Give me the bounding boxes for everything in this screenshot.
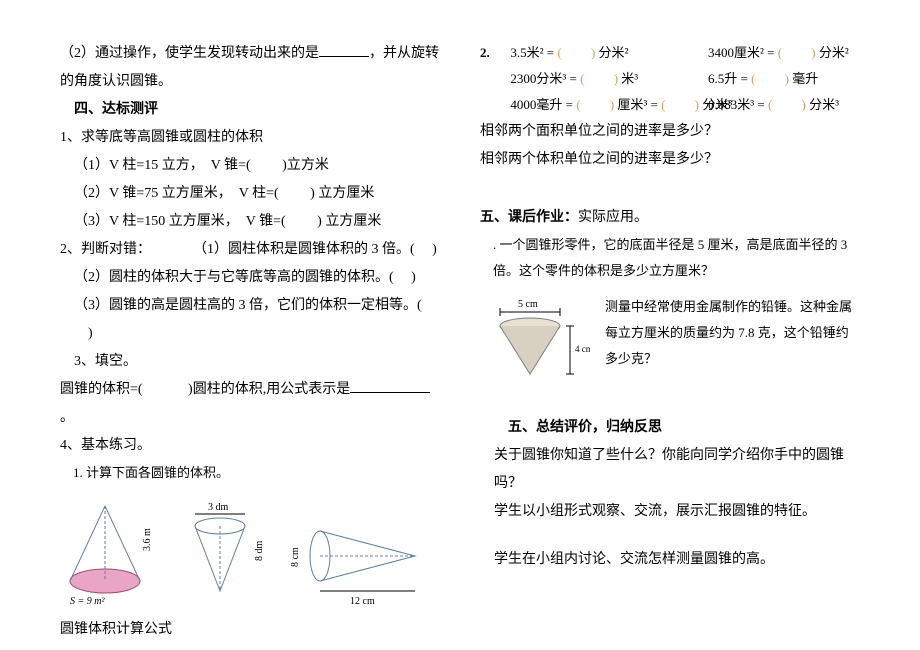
heading-sub: 实际应用。: [578, 210, 648, 225]
conv-cell: 3.5米² = ( ) 分米²: [510, 40, 708, 66]
q3-title: 3、填空。: [60, 348, 440, 376]
word-problem-2: 5 cm 4 cm 测量中经常使用金属制作的铅锤。这种金属每立方厘米的质量约为 …: [480, 294, 860, 384]
q1-title: 1、求等底等高圆锥或圆柱的体积: [60, 124, 440, 152]
cone3-d-label: 12 cm: [350, 596, 375, 606]
blank-fill: [319, 42, 369, 57]
conv-cell: 3400厘米² = ( ) 分米²: [708, 40, 860, 66]
cone1-h-label: 3.6 m: [142, 528, 153, 551]
word-problem-1: . 一个圆锥形零件，它的底面半径是 5 厘米，高是底面半径的 3 倍。这个零件的…: [480, 232, 860, 284]
conv-cell: 4000毫升 = ( ) 厘米³ = ( ) 分米³: [510, 92, 708, 118]
unit-conversions: 2. 3.5米² = ( ) 分米² 3400厘米² = ( ) 分米² 230…: [480, 40, 860, 118]
q2-item-3: （3）圆锥的高是圆柱高的 3 倍，它们的体积一定相等。( ): [60, 292, 440, 348]
conv-cell: 6.5升 = ( ) 毫升: [708, 66, 860, 92]
heading-section-4: 四、达标测评: [60, 96, 440, 124]
reflect-3: 学生在小组内讨论、交流怎样测量圆锥的高。: [480, 546, 860, 574]
cone-figures-row: 3.6 m S = 9 m² 3 dm 8 dm 8 cm 12 cm: [60, 496, 440, 606]
text: 。: [60, 410, 74, 425]
q4-subtitle: 1. 计算下面各圆锥的体积。: [60, 460, 440, 486]
cone2-h-label: 8 dm: [254, 541, 265, 562]
left-column: （2）通过操作，使学生发现转动出来的是，并从旋转的角度认识圆锥。 四、达标测评 …: [60, 40, 440, 610]
cone1-base-label: S = 9 m²: [70, 596, 105, 606]
text: 圆锥的体积=( )圆柱的体积,用公式表示是: [60, 382, 350, 397]
heading-section-5b: 五、总结评价，归纳反思: [480, 414, 860, 442]
q2-row: 2、判断对错： （1）圆柱体积是圆锥体积的 3 倍。( ): [60, 236, 440, 264]
q2-item-1: （1）圆柱体积是圆锥体积的 3 倍。( ): [200, 242, 437, 257]
q1-item-2: （2）V 锥=75 立方厘米， V 柱=( ) 立方厘米: [60, 180, 440, 208]
word-problem-2-text: 测量中经常使用金属制作的铅锤。这种金属每立方厘米的质量约为 7.8 克，这个铅锤…: [605, 294, 860, 384]
q4-title: 4、基本练习。: [60, 432, 440, 460]
heading-text: 五、课后作业：: [480, 210, 578, 225]
reflect-1: 关于圆锥你知道了些什么？你能向同学介绍你手中的圆锥吗？: [480, 442, 860, 498]
adjacent-volume-rate: 相邻两个体积单位之间的进率是多少？: [480, 146, 860, 174]
text: （2）通过操作，使学生发现转动出来的是: [60, 46, 319, 61]
q1-item-1: （1）V 柱=15 立方， V 锥=( )立方米: [60, 152, 440, 180]
cone-figure-1: 3.6 m S = 9 m²: [60, 496, 160, 606]
heading-section-5a: 五、课后作业：实际应用。: [480, 204, 860, 232]
cone2-d-label: 3 dm: [208, 502, 229, 513]
conv-cell: 2300分米³ = ( ) 米³: [510, 66, 708, 92]
blank-fill: [350, 378, 430, 393]
q2-title: 2、判断对错：: [60, 242, 144, 257]
q2-item-2: （2）圆柱的体积大于与它等底等高的圆锥的体积。( ): [60, 264, 440, 292]
plumb-bob-figure: 5 cm 4 cm: [480, 294, 590, 384]
conv-cell: 0.083米³ = ( ) 分米³: [708, 92, 860, 118]
right-column: 2. 3.5米² = ( ) 分米² 3400厘米² = ( ) 分米² 230…: [480, 40, 860, 610]
q1-item-3: （3）V 柱=150 立方厘米， V 锥=( ) 立方厘米: [60, 208, 440, 236]
cone-figure-3: 8 cm 12 cm: [290, 516, 430, 606]
paragraph-rotation: （2）通过操作，使学生发现转动出来的是，并从旋转的角度认识圆锥。: [60, 40, 440, 96]
footer-formula-label: 圆锥体积计算公式: [60, 616, 440, 644]
q3-fill: 圆锥的体积=( )圆柱的体积,用公式表示是。: [60, 376, 440, 432]
cone-figure-2: 3 dm 8 dm: [180, 496, 270, 606]
q2-number: 2.: [480, 40, 510, 66]
reflect-2: 学生以小组形式观察、交流，展示汇报圆锥的特征。: [480, 498, 860, 526]
plumb-d-label: 5 cm: [518, 299, 538, 310]
adjacent-area-rate: 相邻两个面积单位之间的进率是多少？: [480, 118, 860, 146]
cone3-h-label: 8 cm: [290, 547, 301, 567]
plumb-h-label: 4 cm: [575, 344, 590, 354]
